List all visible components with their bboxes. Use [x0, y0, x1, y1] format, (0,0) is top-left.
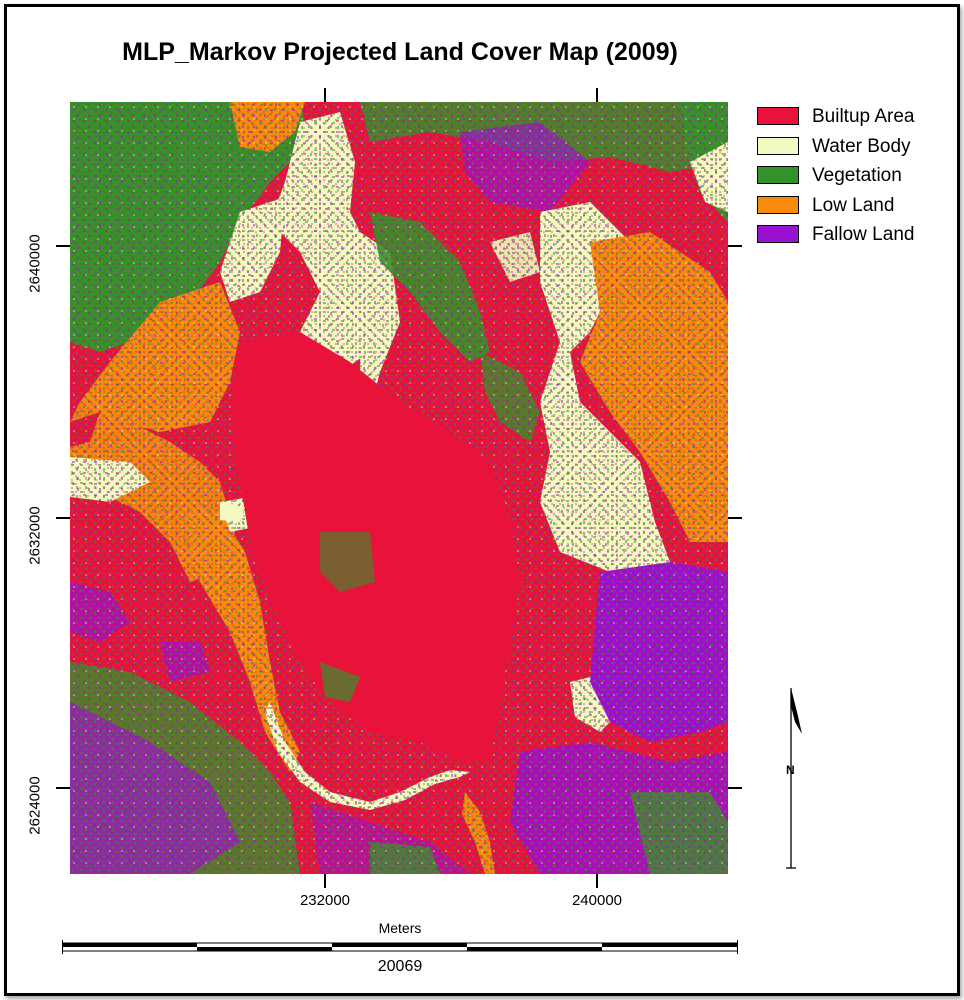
y-tick-right-2640000	[728, 245, 742, 247]
y-tick-right-2624000	[728, 787, 742, 789]
scale-bar-value: 20069	[377, 958, 423, 975]
y-tick-label: 2640000	[26, 234, 44, 293]
legend-label: Builtup Area	[812, 106, 915, 127]
x-axis-label: Meters	[378, 920, 422, 936]
legend-swatch	[757, 136, 799, 155]
legend-swatch	[757, 166, 799, 184]
x-tick-top-232000	[324, 88, 326, 102]
x-tick-bottom-232000	[324, 874, 326, 888]
legend-swatch	[757, 195, 799, 214]
legend-label: Low Land	[812, 194, 895, 216]
y-tick-right-2632000	[728, 517, 742, 519]
y-tick-label: 2624000	[26, 776, 44, 835]
land-cover-map	[70, 102, 728, 874]
scale-bar	[61, 940, 739, 954]
legend-label: Vegetation	[812, 165, 902, 186]
y-tick-label: 2632000	[26, 506, 44, 565]
map-title: MLP_Markov Projected Land Cover Map (200…	[122, 38, 678, 66]
legend-swatch	[757, 107, 799, 125]
x-tick-top-240000	[596, 88, 598, 102]
legend-label: Water Body	[812, 135, 911, 157]
legend-swatch	[757, 225, 799, 243]
x-tick-label: 240000	[571, 892, 623, 909]
y-tick-left-2624000	[56, 787, 70, 789]
legend-label: Fallow Land	[812, 224, 915, 245]
x-tick-bottom-240000	[596, 874, 598, 888]
north-label: N	[786, 763, 795, 777]
north-arrow-icon: N	[780, 686, 810, 870]
y-tick-left-2640000	[56, 245, 70, 247]
x-tick-label: 232000	[299, 892, 351, 909]
y-tick-left-2632000	[56, 517, 70, 519]
